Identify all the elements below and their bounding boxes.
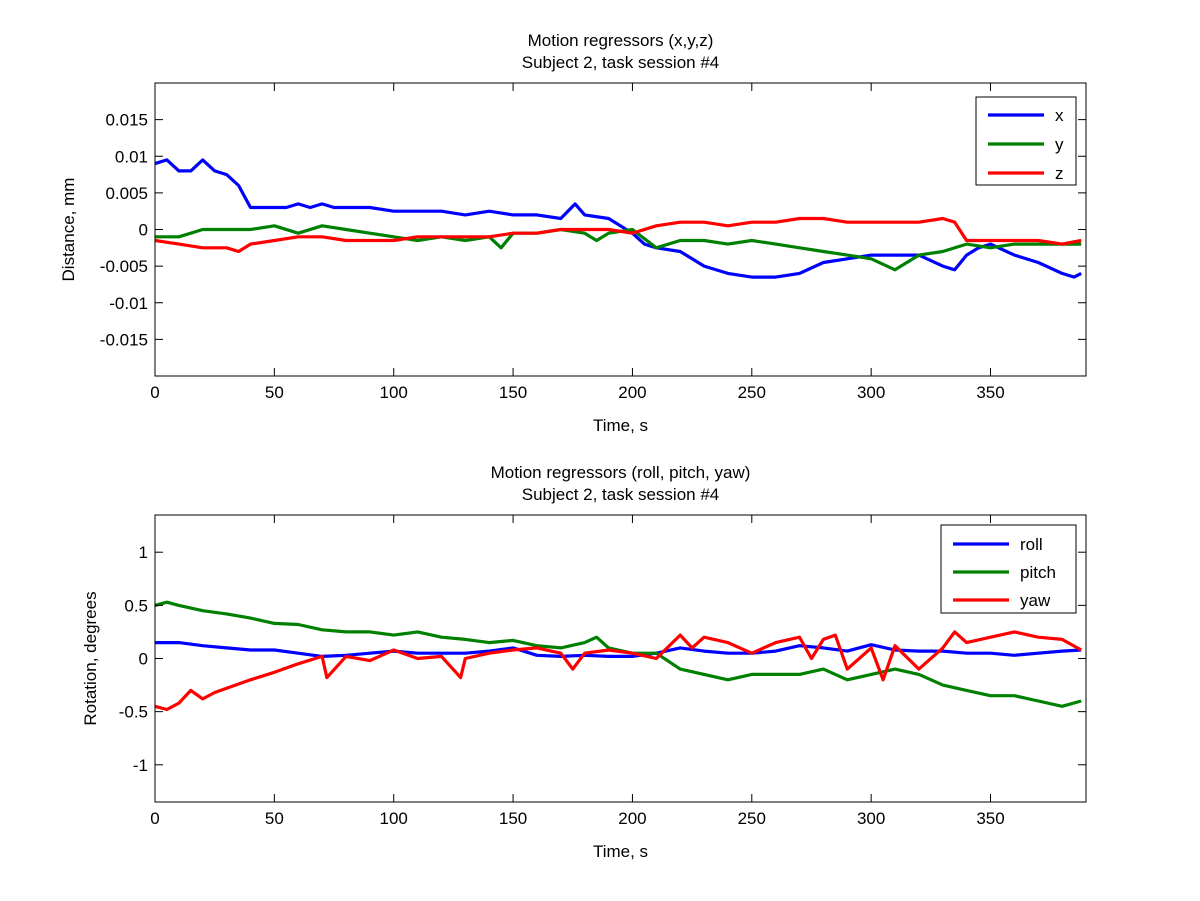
x-axis-label: Time, s xyxy=(593,842,648,861)
x-tick-label: 150 xyxy=(499,809,527,828)
y-tick-label: -1 xyxy=(133,756,148,775)
series-line-pitch xyxy=(155,600,1082,708)
legend-label-y: y xyxy=(1055,135,1064,154)
y-tick-label: -0.5 xyxy=(119,703,148,722)
legend: xyz xyxy=(975,96,1077,186)
legend-box xyxy=(940,524,1077,614)
series-group xyxy=(155,158,1082,279)
x-tick-label: 100 xyxy=(380,809,408,828)
x-tick-label: 250 xyxy=(738,809,766,828)
legend-label-x: x xyxy=(1055,106,1064,125)
y-tick-label: 0 xyxy=(139,650,148,669)
x-tick-label: 350 xyxy=(976,809,1004,828)
legend-label-pitch: pitch xyxy=(1020,563,1056,582)
chart-title: Motion regressors (roll, pitch, yaw) xyxy=(491,463,751,482)
plot-area xyxy=(155,83,1086,376)
x-tick-label: 200 xyxy=(618,809,646,828)
y-tick-label: -0.005 xyxy=(100,257,148,276)
series-line-y xyxy=(155,224,1082,272)
x-tick-label: 350 xyxy=(976,383,1004,402)
x-tick-label: 250 xyxy=(738,383,766,402)
x-tick-label: 150 xyxy=(499,383,527,402)
y-tick-label: 1 xyxy=(139,543,148,562)
x-tick-label: 50 xyxy=(265,383,284,402)
series-line-roll xyxy=(155,640,1082,659)
x-tick-label: 100 xyxy=(380,383,408,402)
x-tick-label: 0 xyxy=(150,383,159,402)
y-tick-label: 0.015 xyxy=(105,111,148,130)
legend: roll pitch yaw xyxy=(940,524,1077,614)
series-line-z xyxy=(155,216,1082,254)
legend-label-z: z xyxy=(1055,164,1064,183)
series-group xyxy=(155,600,1082,712)
chart-rotation: 0 50 100 150 200 250 300 350 -1 -0.5 0 0.5 1 Motion r… xyxy=(81,463,1087,861)
y-tick-label: 0.5 xyxy=(124,596,148,615)
x-tick-label: 50 xyxy=(265,809,284,828)
y-tick-label: 0.005 xyxy=(105,184,148,203)
x-tick-label: 0 xyxy=(150,809,159,828)
chart-subtitle: Subject 2, task session #4 xyxy=(522,485,720,504)
y-tick-label: -0.01 xyxy=(109,294,148,313)
legend-box xyxy=(975,96,1077,186)
chart-subtitle: Subject 2, task session #4 xyxy=(522,53,720,72)
legend-label-roll: roll xyxy=(1020,535,1043,554)
x-tick-label: 300 xyxy=(857,809,885,828)
x-tick-label: 300 xyxy=(857,383,885,402)
y-tick-label: 0 xyxy=(139,221,148,240)
y-axis-label: Rotation, degrees xyxy=(81,591,100,725)
x-axis-label: Time, s xyxy=(593,416,648,435)
x-tick-label: 200 xyxy=(618,383,646,402)
y-tick-label: 0.01 xyxy=(115,147,148,166)
chart-translation: 0 50 100 150 200 250 300 350 -0.015 -0.01 -0.005 0 0… xyxy=(59,31,1087,435)
y-axis-label: Distance, mm xyxy=(59,178,78,282)
legend-label-yaw: yaw xyxy=(1020,591,1051,610)
chart-title: Motion regressors (x,y,z) xyxy=(528,31,714,50)
series-line-yaw xyxy=(155,630,1082,712)
series-line-x xyxy=(155,158,1082,279)
y-tick-label: -0.015 xyxy=(100,330,148,349)
